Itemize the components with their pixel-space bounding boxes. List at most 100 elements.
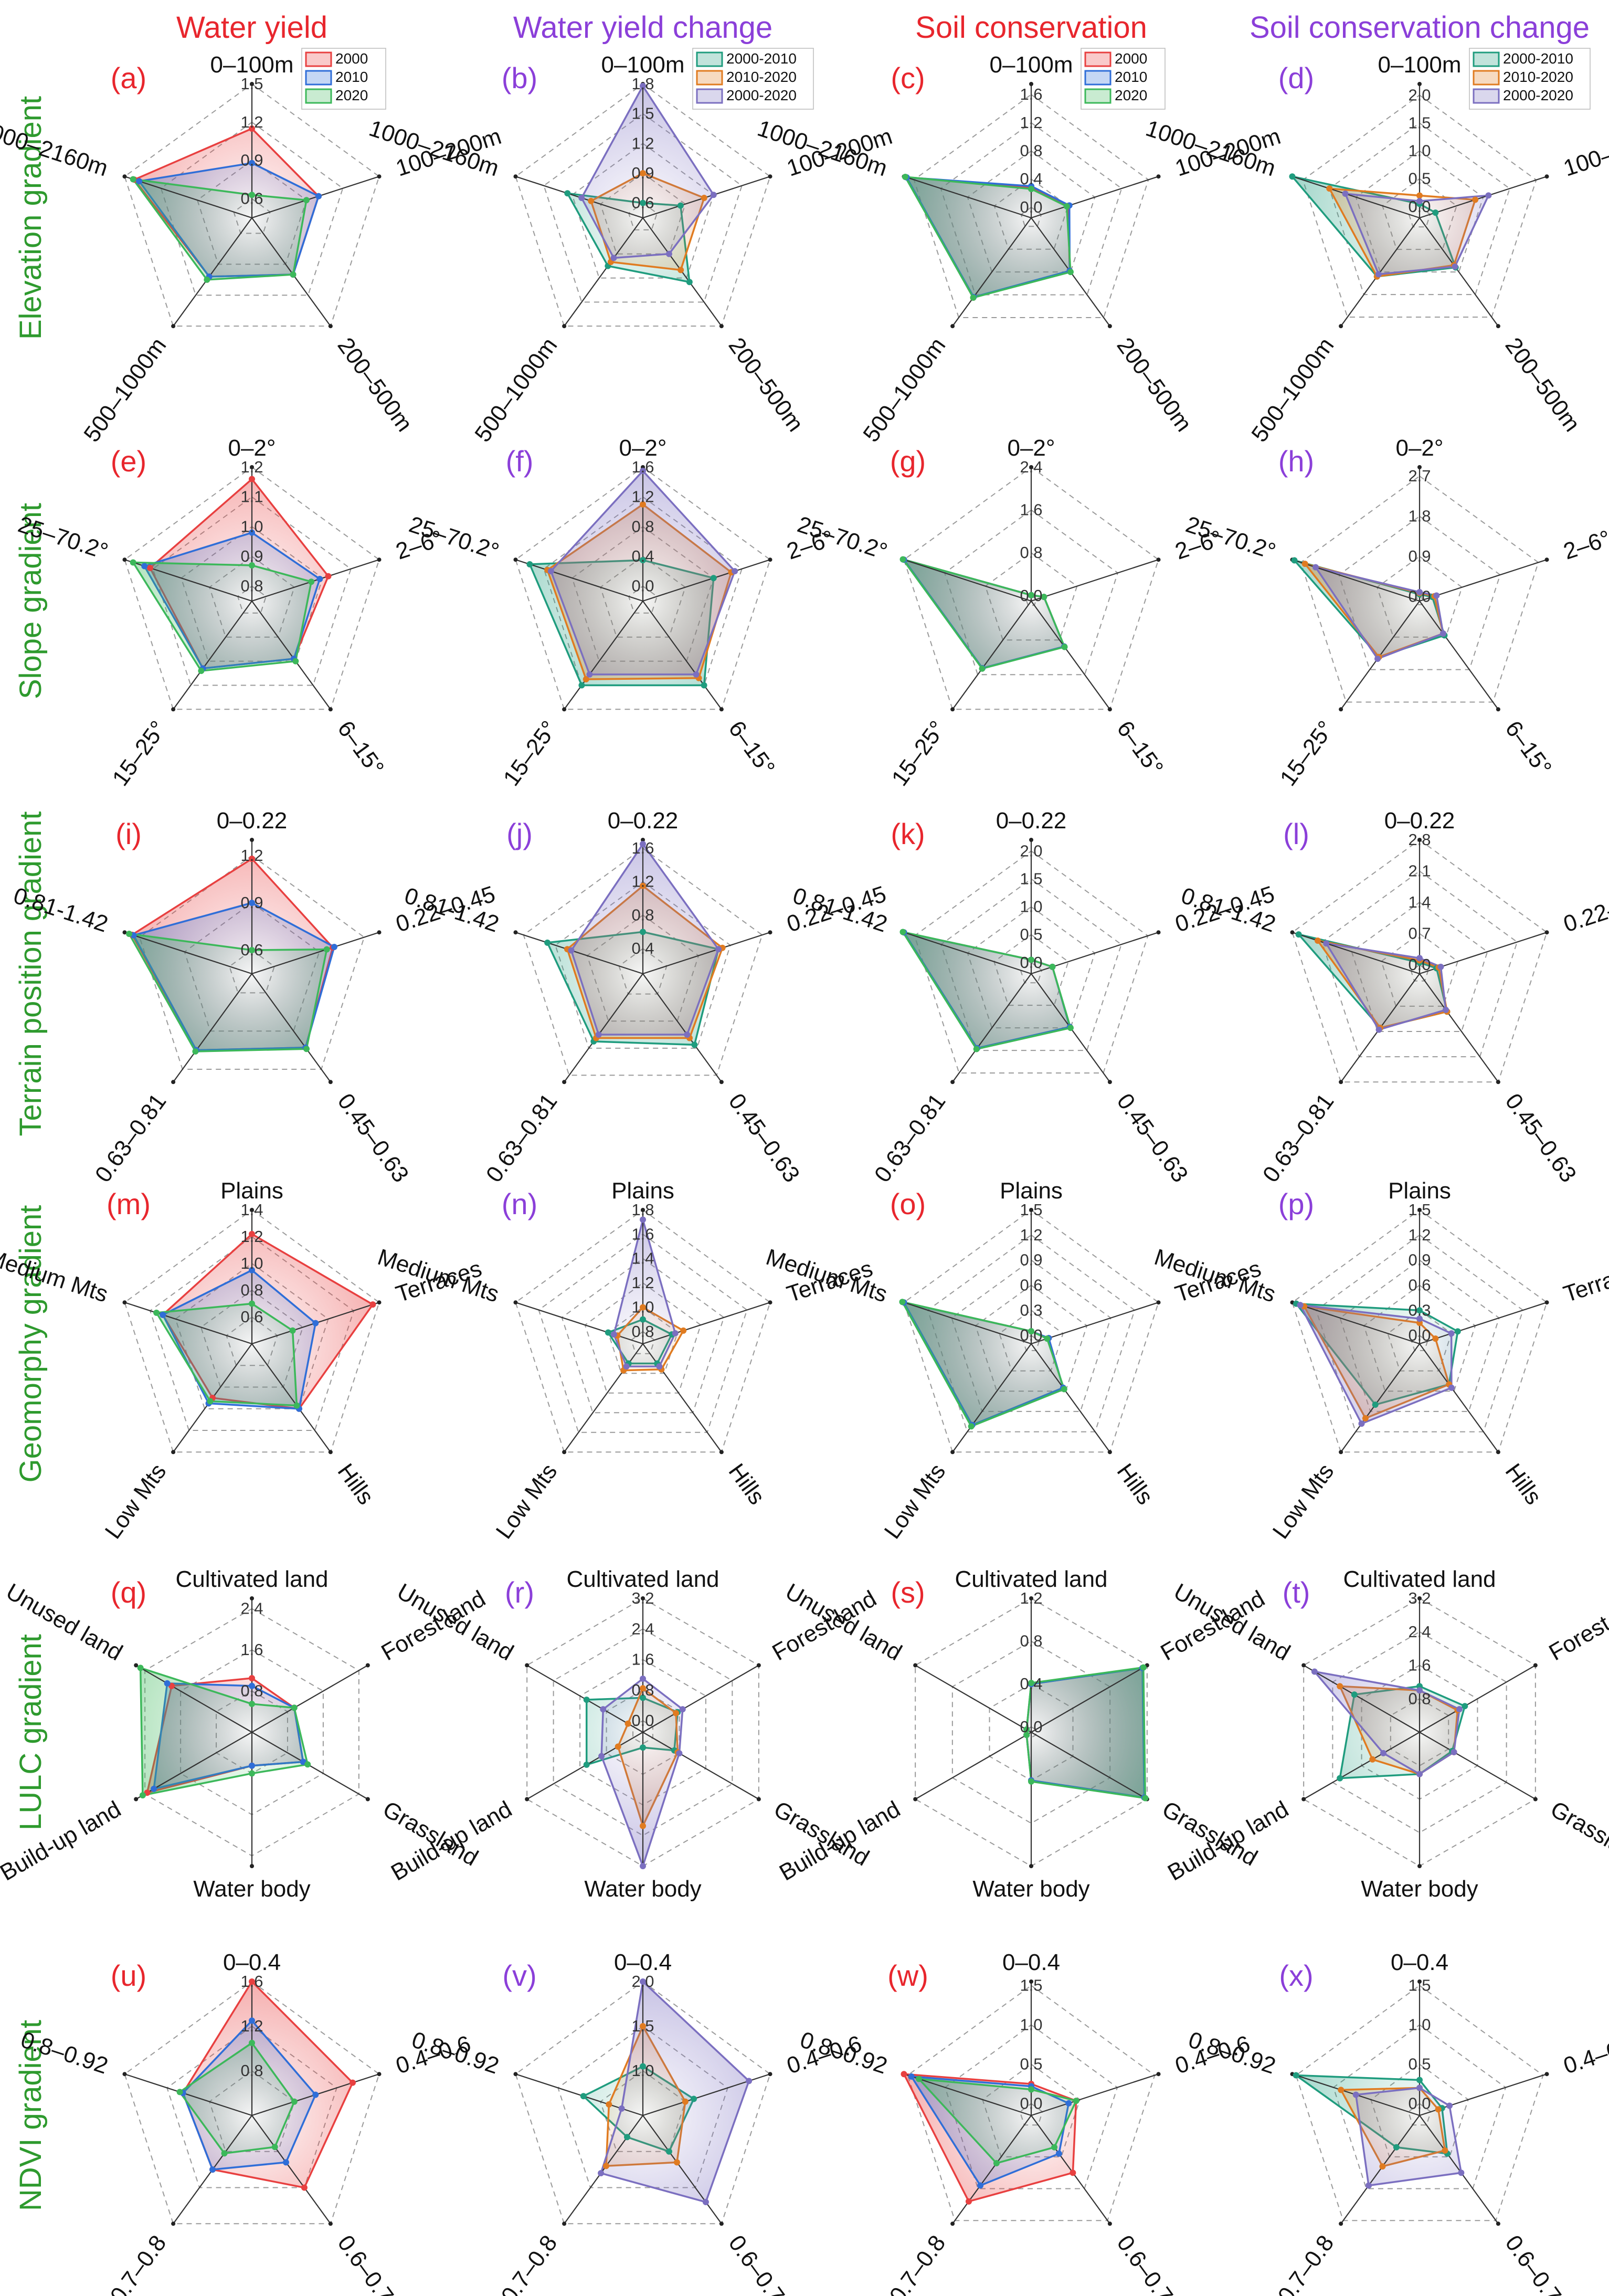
axis-end-dot <box>1417 1596 1422 1600</box>
data-point <box>249 856 255 862</box>
axis-end-dot <box>1417 1864 1422 1868</box>
legend-swatch <box>1473 51 1500 67</box>
axis-end-dot <box>1029 838 1033 842</box>
tick-label: 1.2 <box>240 458 263 476</box>
axis-end-dot <box>250 1208 254 1212</box>
data-point <box>1028 1680 1034 1687</box>
tick-label: 1.4 <box>631 1249 654 1268</box>
legend-swatch <box>1084 70 1112 86</box>
data-point <box>640 170 646 176</box>
data-point <box>291 2098 298 2105</box>
panel-letter: (x) <box>1279 1959 1313 1992</box>
axis-label: Hills <box>724 1459 770 1509</box>
axis-label: Cultivated land <box>566 1566 719 1592</box>
tick-label: 2.4 <box>1408 1623 1431 1641</box>
axis-spoke <box>251 217 331 327</box>
axis-end-dot <box>1156 1300 1161 1305</box>
tick-label: 0.8 <box>631 517 654 535</box>
data-point <box>1049 963 1056 970</box>
axis-end-dot <box>122 2072 127 2077</box>
grid-ring <box>951 1259 1112 1412</box>
axis-end-dot <box>250 82 254 86</box>
axis-spoke <box>1419 217 1499 327</box>
data-point <box>679 1706 686 1713</box>
axis-end-dot <box>134 1797 139 1802</box>
data-point <box>623 1363 630 1370</box>
axis-spoke <box>564 601 643 710</box>
data-point <box>1432 209 1439 216</box>
tick-label: 1.2 <box>1020 113 1042 132</box>
series-area-2020 <box>902 931 1072 1050</box>
data-point <box>308 578 315 585</box>
tick-label: 1.6 <box>1408 1656 1431 1674</box>
data-point <box>290 271 297 278</box>
data-point <box>640 199 646 206</box>
axis-label: Low Mts <box>491 1459 563 1543</box>
legend-swatch <box>696 88 723 104</box>
axis-label: Water body <box>584 1876 701 1902</box>
tick-label: 0.9 <box>1020 1251 1042 1269</box>
column-title: Soil conservation <box>915 10 1147 45</box>
grid-ring <box>515 1981 771 2225</box>
axis-spoke <box>1031 559 1159 602</box>
axis-spoke <box>135 1665 252 1733</box>
panel-letter: (m) <box>107 1187 151 1220</box>
axis-spoke <box>1419 559 1547 602</box>
radar-panel-j: 0.40.81.21.60–0.220.22–0.450.45–0.630.63… <box>401 808 890 1187</box>
tick-label: 1.5 <box>631 2017 654 2035</box>
data-point <box>1337 1775 1343 1782</box>
grid-ring <box>907 1985 1156 2221</box>
data-point <box>656 1363 663 1370</box>
data-point <box>289 1327 296 1334</box>
data-point <box>1416 1315 1423 1322</box>
tick-label: 1.2 <box>240 113 263 131</box>
grid-ring <box>124 83 380 327</box>
series-area-2020 <box>178 2042 295 2154</box>
axis-end-dot <box>1544 174 1549 179</box>
data-point <box>1433 592 1440 599</box>
tick-label: 0.6 <box>240 941 263 959</box>
data-point <box>1289 173 1296 180</box>
axis-label: 200–500m <box>1500 333 1585 436</box>
axis-label: 0.7–0.8 <box>105 2230 172 2296</box>
axis-label: 0.7–0.8 <box>885 2230 951 2296</box>
axis-label: 0.45–0.63 <box>333 1089 414 1187</box>
data-point <box>1301 561 1308 567</box>
data-point <box>249 125 255 132</box>
data-point <box>1452 263 1458 270</box>
tick-label: 0.9 <box>631 164 654 182</box>
data-point <box>1448 1330 1455 1337</box>
radar-panel-e: 0.80.91.01.11.20–2°2–6°6–15°15–25°25–70.… <box>15 435 446 791</box>
legend-frame <box>692 48 814 110</box>
data-point <box>1393 2144 1400 2151</box>
axis-end-dot <box>377 930 382 935</box>
axis-spoke <box>952 217 1032 327</box>
data-point <box>901 2071 907 2078</box>
tick-label: 1.8 <box>631 1200 654 1219</box>
tick-label: 0.4 <box>1020 1674 1042 1693</box>
tick-label: 0.6 <box>240 189 263 208</box>
axis-spoke <box>904 2073 1032 2116</box>
grid-ring <box>515 466 771 710</box>
data-point <box>673 2159 680 2166</box>
tick-label: 1.2 <box>240 1227 263 1246</box>
data-point <box>899 1299 906 1305</box>
data-point <box>640 82 646 89</box>
data-point <box>1416 192 1423 199</box>
data-point <box>198 667 205 674</box>
tick-label: 1.0 <box>631 2061 654 2080</box>
axis-label: 0–2° <box>619 435 666 461</box>
axis-spoke <box>952 973 1032 1082</box>
axis-end-dot <box>719 324 724 329</box>
axis-label: 0–0.22 <box>217 808 288 834</box>
data-point <box>249 1230 255 1237</box>
data-point <box>249 562 255 568</box>
data-point <box>640 2063 646 2070</box>
data-point <box>1326 185 1333 192</box>
data-point <box>130 176 136 183</box>
axis-spoke <box>642 1302 770 1345</box>
axis-label: 0.6–0.7 <box>333 2230 399 2296</box>
data-point <box>249 1682 255 1689</box>
axis-spoke <box>515 1302 643 1345</box>
grid-ring <box>584 1282 702 1394</box>
